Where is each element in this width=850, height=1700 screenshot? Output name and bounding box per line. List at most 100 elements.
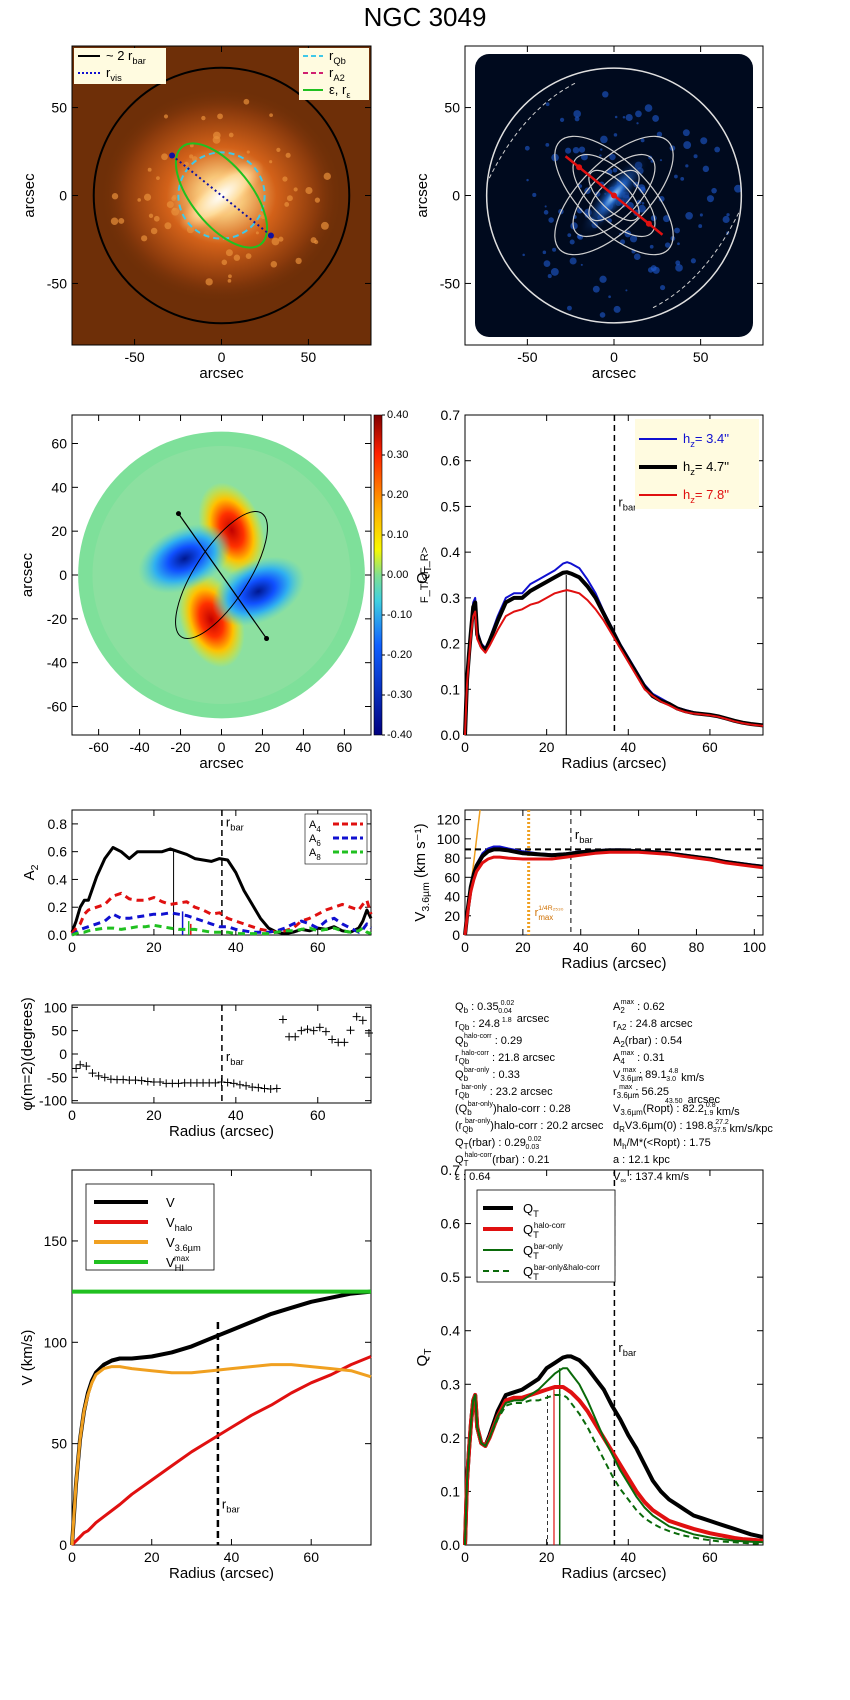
residual-speck (644, 104, 653, 112)
y-tick-label: 0 (59, 567, 67, 583)
parameter-row: rA2 : 24.8 arcsec (613, 1018, 693, 1032)
hii-region (189, 143, 194, 148)
x-tick-label: 0 (610, 349, 618, 365)
hii-region (314, 239, 319, 245)
bar-end-marker (175, 511, 181, 517)
x-tick-label: 40 (228, 1107, 244, 1123)
x-tick-label: 80 (689, 939, 705, 955)
rbar-label: rbar (618, 1340, 636, 1358)
panel-qt-corrections: 0 20 40 60 0.0 0.1 0.2 0.3 0.4 0.5 0.6 0.7 Radius (a… (414, 1162, 764, 1582)
y-axis-label-text: V3.6µm (km s⁻¹) (412, 823, 432, 921)
legend-box (299, 48, 369, 100)
legend-label: VHImax (166, 1254, 189, 1273)
y-axis-label: V3.6µm (km s⁻¹) (412, 823, 432, 921)
phase-point (211, 1078, 220, 1087)
residual-speck (682, 129, 690, 137)
parameter-row: ε : 0.64 (455, 1171, 490, 1183)
phase-point (278, 1015, 287, 1024)
panel-residual-image: -50 0 50 -50 0 50 arcsec arcsec (414, 45, 764, 382)
hii-region (171, 196, 177, 202)
galaxy-bar (179, 159, 264, 232)
hii-region (201, 115, 206, 121)
hii-region (171, 207, 180, 216)
residual-speck (548, 217, 554, 223)
residual-speck (685, 211, 693, 220)
panel-force-map: -60 -40 -20 0 20 40 60 -60 -40 -20 0 20 40 60 arcsec ar… (19, 409, 431, 772)
hii-region (143, 193, 152, 201)
y-axis-label-text: QT (414, 565, 434, 584)
bar-end-marker (267, 232, 274, 239)
hii-region (314, 197, 321, 203)
residual-speck (559, 117, 565, 123)
y-tick-label: 0.6 (48, 844, 68, 860)
bar-end-marker (264, 636, 270, 642)
x-axis-label: arcsec (199, 365, 244, 382)
y-axis-label-text: arcsec (414, 173, 431, 218)
y-tick-label: 50 (51, 1436, 67, 1452)
hii-region (163, 114, 169, 119)
colorbar-tick-label: -0.10 (387, 609, 412, 621)
residual-speck (674, 174, 678, 179)
hii-region (323, 172, 331, 180)
residual-speck (574, 116, 580, 122)
residual-speck (629, 235, 638, 243)
x-tick-label: 60 (702, 739, 718, 755)
phase-point (291, 1032, 300, 1041)
panel-qt-profiles: 0 20 40 60 0.0 0.1 0.2 0.3 0.4 0.5 0.6 0.7 Radius (a… (414, 407, 764, 772)
residual-speck (633, 253, 641, 260)
y-axis-label-text: arcsec (21, 173, 38, 218)
y-tick-label: 60 (51, 435, 67, 451)
residual-speck (638, 204, 646, 213)
residual-speck (680, 176, 685, 181)
y-tick-label: 0.8 (48, 816, 68, 832)
parameter-row: dRV3.6µm(0) : 198.8 27.2 37.5 km/s/kpc (613, 1119, 773, 1135)
velocity-curve (70, 1355, 372, 1547)
hii-region (276, 147, 281, 152)
residual-speck (609, 153, 616, 161)
x-axis-label: arcsec (592, 365, 637, 382)
zero-contour (651, 212, 740, 309)
legend-label: A6 (309, 833, 321, 848)
x-axis-label: arcsec (199, 755, 244, 772)
potential-contour (588, 169, 640, 222)
phase-point (340, 1038, 349, 1047)
ellipse-epsilon (174, 142, 269, 249)
rbar-label: rbar (575, 827, 593, 845)
hii-region (269, 113, 273, 118)
residual-speck (677, 242, 680, 246)
x-axis-label: Radius (arcsec) (169, 1123, 274, 1140)
y-tick-label: 0 (59, 1537, 67, 1553)
residual-speck (674, 227, 680, 234)
parameter-row: Qb : 0.35 0.02 0.04 (455, 1000, 514, 1015)
y-tick-label: 20 (444, 908, 460, 924)
residual-speck (714, 146, 721, 153)
phase-point (328, 1035, 337, 1044)
y-axis-label: QT (414, 1348, 434, 1367)
legend-label: V3.6µm (166, 1235, 201, 1253)
phase-point (229, 1079, 238, 1088)
residual-speck (652, 266, 660, 274)
y-axis-label-text: arcsec (19, 552, 36, 597)
residual-speck (545, 142, 550, 147)
x-tick-label: 40 (620, 739, 636, 755)
potential-contour (554, 135, 674, 256)
residual-speck (570, 222, 578, 230)
y-axis-label: φ(m=2)(degrees) (19, 997, 36, 1111)
zero-contour (488, 82, 577, 179)
phase-point (321, 1027, 330, 1036)
x-tick-label: 40 (224, 1549, 240, 1565)
legend-label: A4 (309, 819, 321, 834)
amplitude-curve (70, 846, 373, 936)
hii-region (305, 186, 313, 195)
x-tick-label: 100 (743, 939, 767, 955)
potential-contour (554, 135, 674, 256)
hii-region (156, 176, 160, 180)
y-tick-label: 0.2 (48, 899, 68, 915)
hii-region (153, 215, 160, 222)
phase-point (303, 1025, 312, 1034)
amplitude-curve (70, 891, 373, 935)
potential-contour (572, 153, 656, 238)
phase-point (364, 1029, 373, 1037)
